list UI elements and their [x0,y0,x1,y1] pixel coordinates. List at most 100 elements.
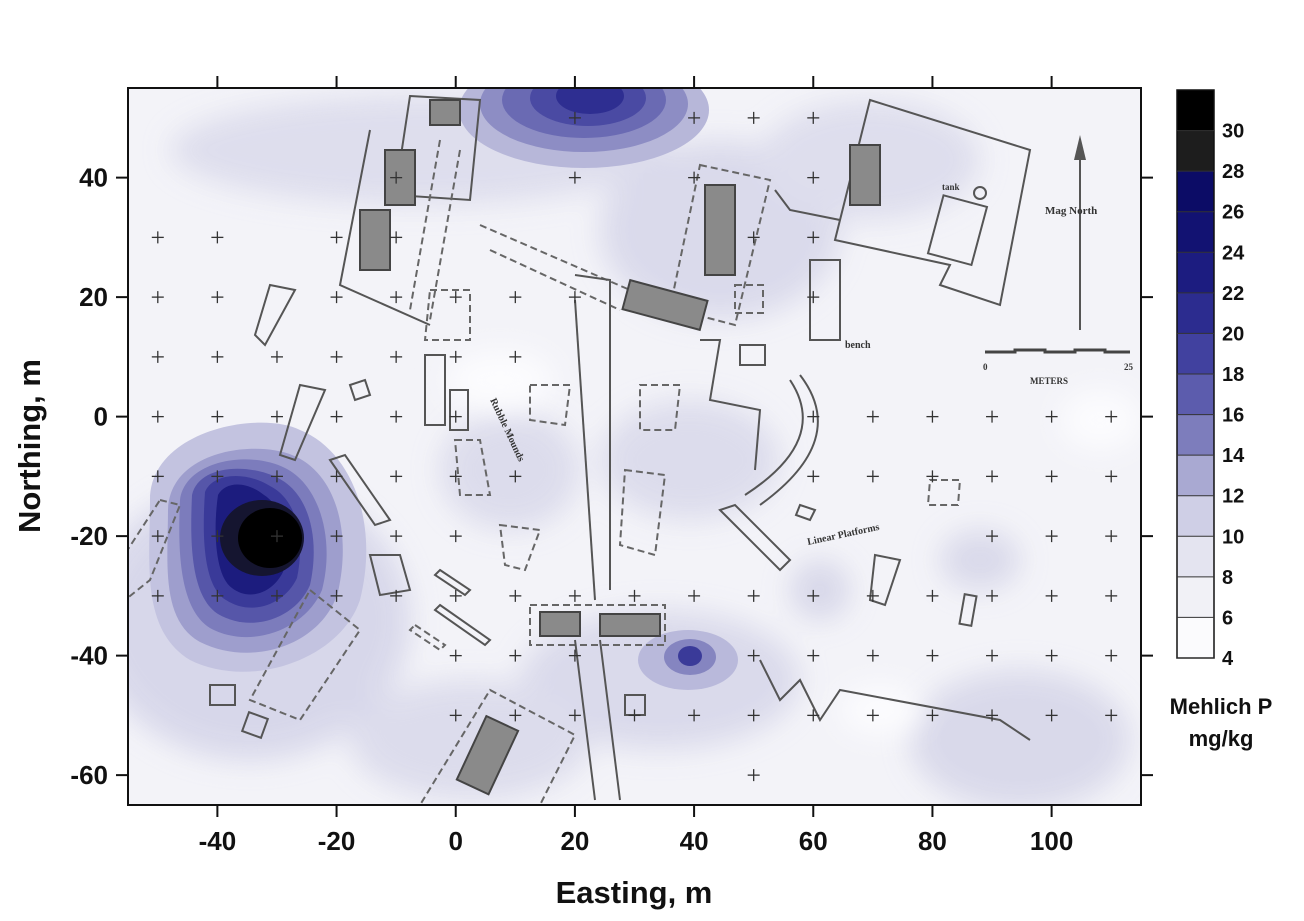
colorbar-band [1177,576,1214,618]
x-tick-label: -20 [318,826,356,856]
bench-label: bench [845,340,871,351]
x-tick-label: 80 [918,826,947,856]
sample-point-marker [807,171,820,184]
sample-point-marker [509,649,522,662]
room-dashed [423,289,471,341]
curved-wall [759,374,819,506]
colorbar-label: 18 [1222,364,1244,386]
room-block [621,278,709,332]
sample-point-marker [330,530,343,543]
sample-point-marker [211,410,224,423]
sample-point-marker [986,589,999,602]
sample-point-marker [449,410,462,423]
hotspot-center [638,630,738,690]
colorbar-label: 12 [1222,486,1244,508]
sample-point-marker [330,350,343,363]
x-tick-label: 40 [680,826,709,856]
sample-point-marker [688,589,701,602]
x-tick-label: -40 [199,826,237,856]
wall-dashed [429,149,461,321]
sample-point-marker [807,470,820,483]
sample-point-marker [1105,589,1118,602]
room-small [624,694,646,716]
sample-point-marker [330,231,343,244]
sample-point-marker [270,589,283,602]
meters-label: METERS [1030,376,1068,386]
sample-point-marker [926,410,939,423]
sample-point-marker [807,709,820,722]
y-tick-label: 0 [94,402,108,432]
sample-point-marker [390,171,403,184]
colorbar-title-line2: mg/kg [1189,726,1254,751]
sample-point-marker [986,709,999,722]
colorbar-band [1177,130,1214,172]
wall-dashed [489,249,621,311]
sample-point-marker [151,291,164,304]
sample-point-marker [688,171,701,184]
structure-west-dashed [128,498,182,599]
colorbar-label: 30 [1222,121,1244,143]
colorbar-band [1177,455,1214,496]
sample-point-marker [986,649,999,662]
sample-point-marker [986,530,999,543]
sample-point-marker [1045,589,1058,602]
x-tick-label: 100 [1030,826,1073,856]
colorbar-label: 22 [1222,283,1244,305]
sample-point-marker [568,171,581,184]
colorbar-label: 14 [1222,445,1245,467]
sample-point-marker [390,589,403,602]
contour-layer [128,88,1140,805]
sample-point-marker [568,291,581,304]
tank-label: tank [942,182,960,192]
colorbar-band [1177,495,1214,537]
room-block [359,209,391,271]
sample-point-marker [926,709,939,722]
sample-point-marker [1105,649,1118,662]
sample-point-marker [568,589,581,602]
y-tick-label: 20 [79,282,108,312]
sample-point-marker [390,410,403,423]
room-small [240,710,270,740]
sample-point-marker [211,589,224,602]
colorbar-label: 26 [1222,202,1244,224]
sample-point-marker [807,410,820,423]
linear-platform [718,503,792,572]
sample-point-marker [509,470,522,483]
sample-point-marker [1045,709,1058,722]
sample-point-marker [926,649,939,662]
room-dashed [453,439,492,496]
sample-point-marker [211,231,224,244]
sample-point-marker [509,709,522,722]
sample-point-marker [1105,709,1118,722]
room-small [348,378,372,402]
room-dashed [618,468,667,557]
causeway [574,299,596,601]
sample-point-marker [1105,530,1118,543]
colorbar-band [1177,414,1214,456]
sample-point-marker [986,470,999,483]
sample-point-marker [330,470,343,483]
room-dashed [529,384,572,427]
sample-point-marker [449,530,462,543]
colorbar-label: 16 [1222,405,1244,427]
sample-point-marker [1045,470,1058,483]
colorbar-label: 28 [1222,161,1244,183]
sample-point-marker [688,709,701,722]
colorbar-label: 20 [1222,323,1244,345]
wall-line [774,189,841,221]
wall-line [700,339,762,471]
tank-circle [973,186,987,200]
sample-point-marker [866,649,879,662]
colorbar-band [1177,292,1214,334]
sample-point-marker [270,410,283,423]
x-tick-label: 20 [560,826,589,856]
sample-point-marker [211,530,224,543]
sample-point-marker [330,291,343,304]
sample-point-marker [270,470,283,483]
room [739,344,766,366]
colorbar-band [1177,171,1214,212]
sample-point-marker [449,291,462,304]
sample-point-marker [1105,470,1118,483]
platform-narrow [253,283,297,347]
sample-point-marker [330,589,343,602]
